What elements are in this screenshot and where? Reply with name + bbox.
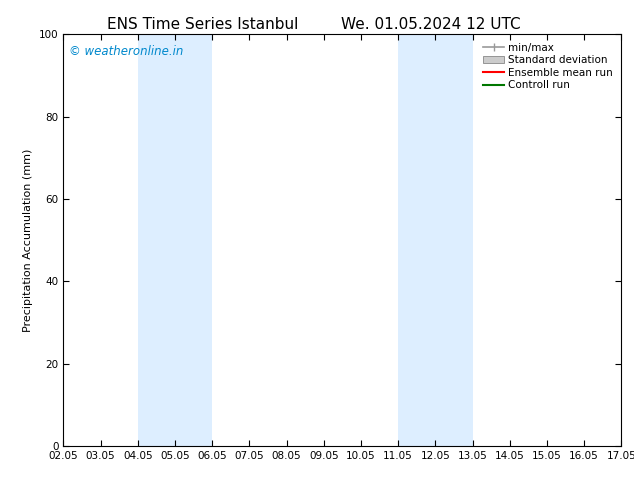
Bar	[138, 34, 212, 446]
Bar	[398, 34, 472, 446]
Text: © weatheronline.in: © weatheronline.in	[69, 45, 183, 58]
Legend: min/max, Standard deviation, Ensemble mean run, Controll run: min/max, Standard deviation, Ensemble me…	[480, 40, 616, 94]
Text: We. 01.05.2024 12 UTC: We. 01.05.2024 12 UTC	[341, 17, 521, 32]
Y-axis label: Precipitation Accumulation (mm): Precipitation Accumulation (mm)	[23, 148, 34, 332]
Text: ENS Time Series Istanbul: ENS Time Series Istanbul	[107, 17, 299, 32]
